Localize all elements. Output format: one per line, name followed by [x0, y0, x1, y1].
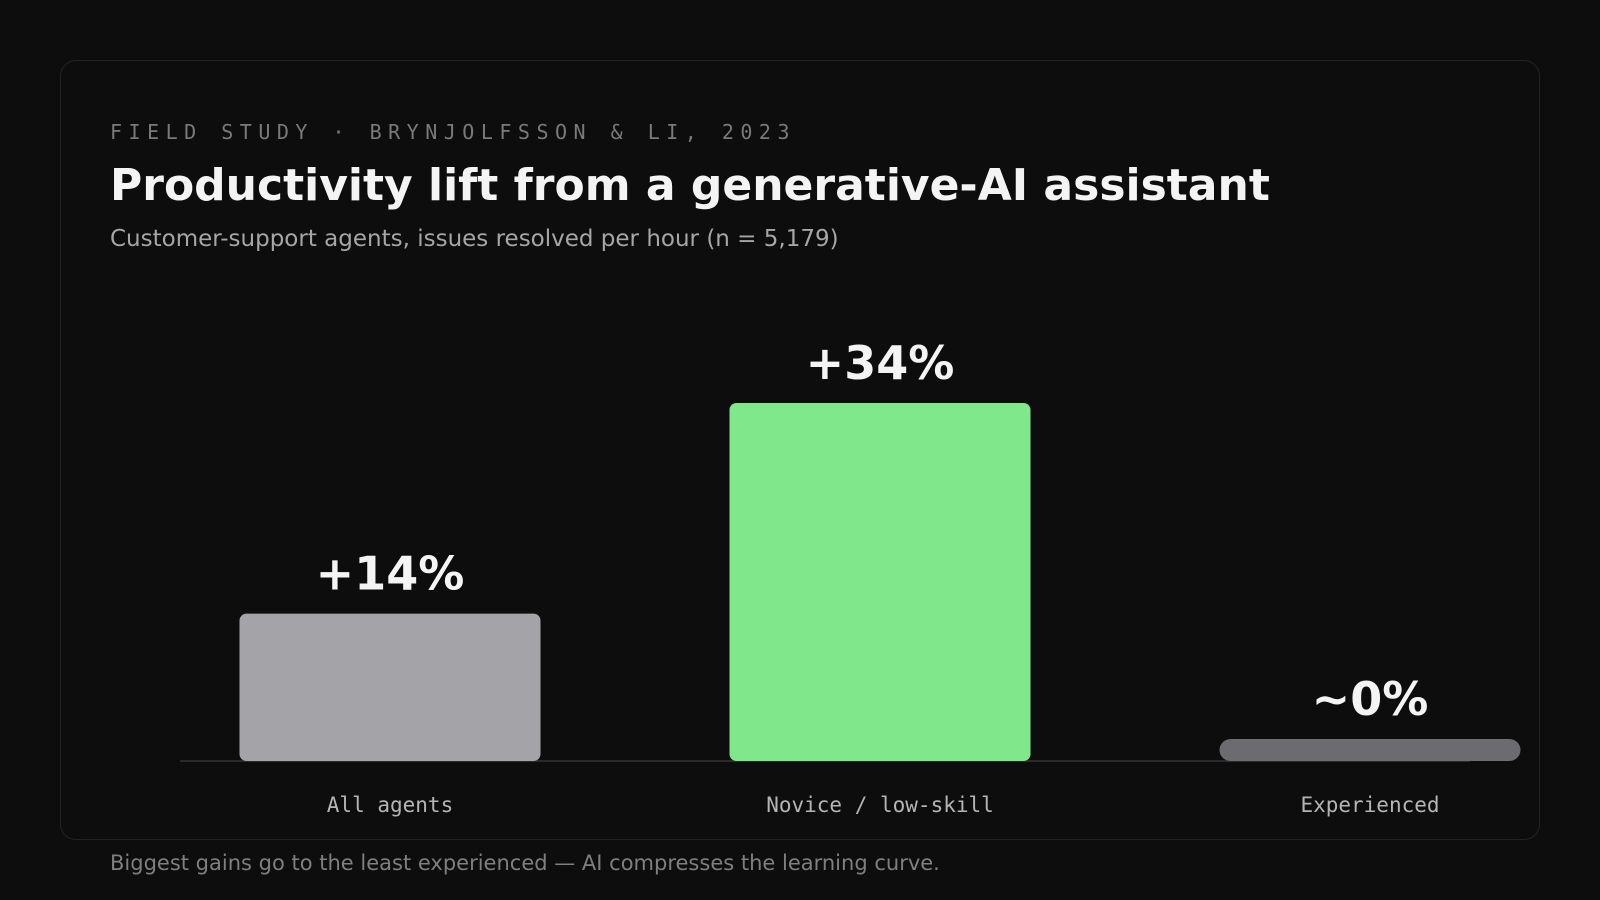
chart-title: Productivity lift from a generative-AI a…	[110, 160, 1270, 211]
bar-value-label-1: +34%	[806, 336, 955, 390]
chart-subtitle: Customer-support agents, issues resolved…	[110, 226, 839, 252]
bar-1	[729, 403, 1031, 761]
bar-value-label-0: +14%	[316, 547, 465, 601]
category-label-2: Experienced	[1300, 793, 1439, 817]
chart-footnote: Biggest gains go to the least experience…	[110, 851, 940, 875]
category-label-1: Novice / low-skill	[766, 793, 994, 817]
category-label-0: All agents	[327, 793, 453, 817]
source-eyebrow: FIELD STUDY · BRYNJOLFSSON & LI, 2023	[110, 120, 797, 144]
bar-value-label-2: ~0%	[1312, 672, 1429, 726]
bar-0	[239, 613, 541, 761]
bar-2	[1219, 739, 1521, 761]
